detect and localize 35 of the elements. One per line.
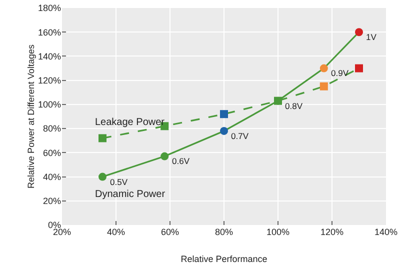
point [98,172,106,181]
annotation: 0.7V [231,131,249,141]
x-tick-label: 80% [214,227,234,237]
annotation: 0.6V [172,156,190,166]
point [320,64,328,72]
x-tick-label: 20% [52,227,72,237]
y-tick-label: 100% [38,100,61,110]
annotation: 0.9V [331,68,349,78]
x-tick-label: 40% [106,227,126,237]
point [98,134,106,142]
y-tick-label: 140% [38,51,61,62]
x-tick-label: 120% [320,227,344,237]
y-tick-label: 120% [38,75,61,86]
annotation: 0.8V [285,101,303,111]
y-tick-label: 180% [38,3,61,14]
x-tick-label: 100% [266,227,290,237]
y-tick-label: 60% [42,148,61,158]
point [220,126,228,135]
point [220,110,228,118]
series-label: Dynamic Power [95,189,166,200]
x-tick-label: 140% [374,227,398,237]
y-tick-label: 40% [42,172,61,182]
y-axis-title: Relative Power at Different Voltages [26,44,36,188]
annotation: 1V [366,32,377,42]
series-label: Leakage Power [95,117,166,128]
y-tick-label: 160% [38,27,61,38]
point [160,152,169,160]
y-tick-label: 80% [42,124,61,134]
point [320,82,328,90]
point [355,64,363,72]
point [355,28,363,36]
x-axis-title: Relative Performance [180,254,268,264]
y-tick-label: 20% [42,196,61,206]
annotation: 0.5V [110,177,128,187]
x-tick-label: 60% [160,227,180,237]
